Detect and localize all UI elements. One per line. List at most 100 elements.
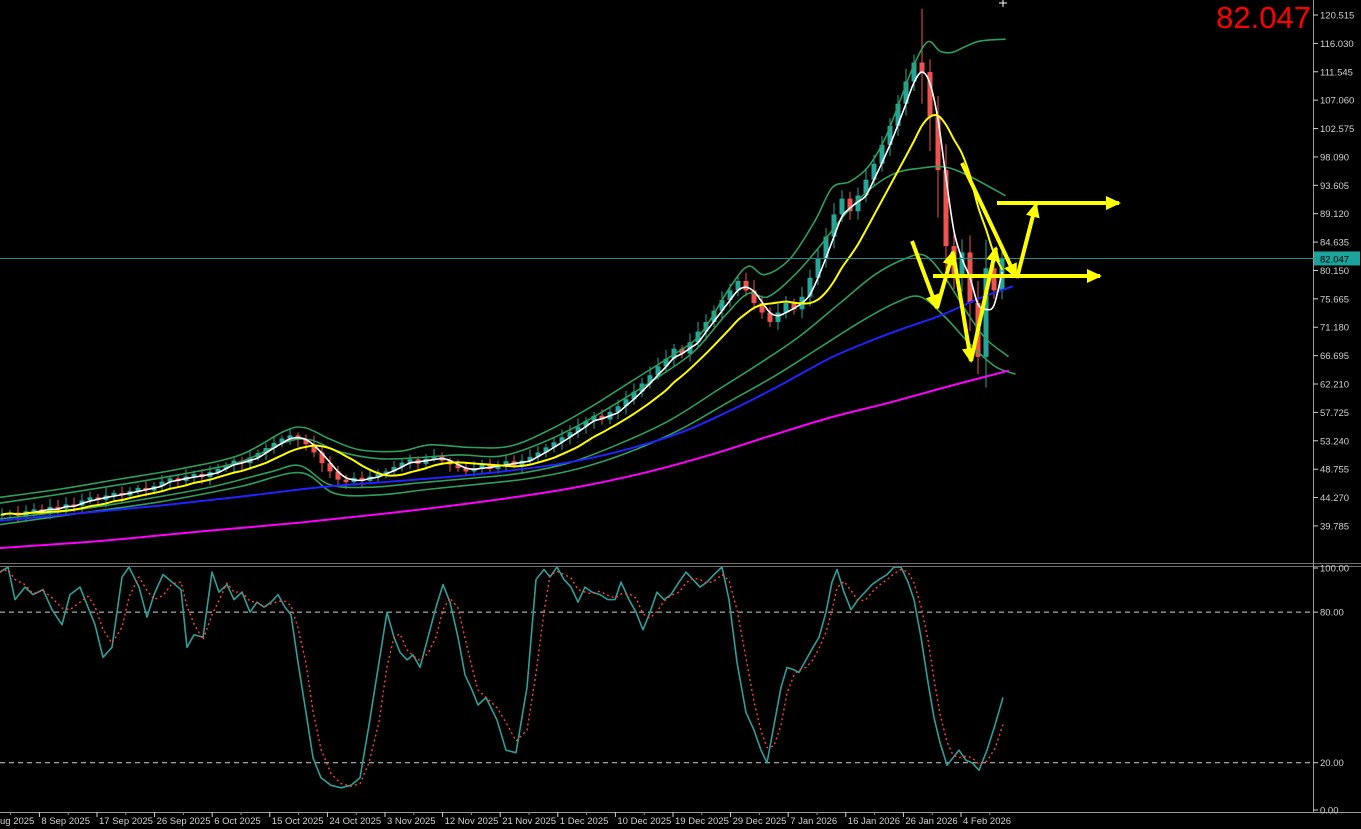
- candle[interactable]: [167, 478, 173, 482]
- candle[interactable]: [55, 506, 61, 509]
- candle[interactable]: [887, 125, 893, 145]
- candle[interactable]: [743, 280, 749, 291]
- candle[interactable]: [775, 312, 781, 323]
- price-axis[interactable]: 120.515 116.030 111.545 107.060 102.575 98.09…: [1313, 11, 1360, 817]
- candle[interactable]: [615, 406, 621, 412]
- candle[interactable]: [135, 487, 141, 492]
- candle[interactable]: [783, 303, 789, 313]
- candle[interactable]: [311, 444, 317, 453]
- candle[interactable]: [735, 280, 741, 291]
- candle[interactable]: [591, 415, 597, 421]
- price-axis-label: 98.090: [1320, 152, 1349, 163]
- trend-arrow[interactable]: [960, 162, 1018, 279]
- candle[interactable]: [535, 452, 541, 457]
- candle[interactable]: [31, 509, 37, 512]
- time-axis-label: 6 Oct 2025: [214, 816, 260, 827]
- candle[interactable]: [271, 442, 277, 448]
- candle[interactable]: [759, 303, 765, 313]
- price-axis-label: 39.785: [1320, 521, 1349, 532]
- candle[interactable]: [903, 81, 909, 104]
- candle[interactable]: [223, 465, 229, 469]
- candle[interactable]: [959, 252, 965, 278]
- time-axis-label: 15 Oct 2025: [272, 816, 324, 827]
- candle[interactable]: [879, 144, 885, 164]
- candle[interactable]: [567, 432, 573, 438]
- candle[interactable]: [399, 462, 405, 467]
- candle[interactable]: [575, 426, 581, 433]
- candle[interactable]: [287, 435, 293, 439]
- candle[interactable]: [87, 497, 93, 501]
- candle[interactable]: [623, 399, 629, 407]
- time-axis[interactable]: ug 2025 8 Sep 2025 17 Sep 2025 26 Sep 2025 6…: [0, 812, 1011, 827]
- candle[interactable]: [455, 464, 461, 469]
- candle[interactable]: [807, 277, 813, 297]
- candle[interactable]: [727, 290, 733, 300]
- candle[interactable]: [375, 473, 381, 477]
- candle[interactable]: [631, 391, 637, 400]
- candle[interactable]: [391, 466, 397, 472]
- candle[interactable]: [527, 456, 533, 461]
- candle[interactable]: [871, 163, 877, 180]
- candle[interactable]: [847, 198, 853, 212]
- candle[interactable]: [863, 179, 869, 196]
- candle[interactable]: [583, 420, 589, 427]
- candle[interactable]: [711, 310, 717, 323]
- annotation-arrows[interactable]: [910, 0, 1121, 363]
- candle[interactable]: [839, 198, 845, 215]
- candle[interactable]: [319, 452, 325, 464]
- candle[interactable]: [551, 442, 557, 448]
- candle[interactable]: [543, 447, 549, 453]
- candle[interactable]: [327, 463, 333, 472]
- candle[interactable]: [599, 415, 605, 420]
- candle[interactable]: [303, 439, 309, 445]
- trend-arrow[interactable]: [951, 251, 976, 363]
- candle[interactable]: [895, 103, 901, 126]
- trend-arrow[interactable]: [935, 250, 957, 309]
- price-axis-label: 84.635: [1320, 238, 1349, 249]
- candle[interactable]: [815, 258, 821, 278]
- candle[interactable]: [159, 481, 165, 486]
- candle[interactable]: [767, 312, 773, 323]
- candle[interactable]: [279, 438, 285, 443]
- time-axis-label: 7 Jan 2026: [790, 816, 837, 827]
- candle[interactable]: [431, 456, 437, 459]
- candle[interactable]: [991, 268, 997, 291]
- candle[interactable]: [407, 459, 413, 463]
- candle[interactable]: [919, 62, 925, 73]
- candle[interactable]: [111, 492, 117, 496]
- candle[interactable]: [927, 72, 933, 117]
- band-lower-outer: [0, 295, 1016, 526]
- candle[interactable]: [655, 366, 661, 376]
- candle[interactable]: [719, 299, 725, 311]
- candle[interactable]: [911, 62, 917, 82]
- candle[interactable]: [647, 375, 653, 384]
- candle[interactable]: [663, 358, 669, 367]
- candle[interactable]: [191, 473, 197, 477]
- candle[interactable]: [559, 437, 565, 443]
- candle[interactable]: [335, 471, 341, 480]
- candle[interactable]: [983, 268, 989, 357]
- trend-arrow[interactable]: [910, 240, 940, 310]
- candle[interactable]: [679, 348, 685, 354]
- candle[interactable]: [935, 116, 941, 171]
- candle[interactable]: [463, 468, 469, 472]
- candle[interactable]: [343, 479, 349, 483]
- candle[interactable]: [751, 290, 757, 304]
- time-axis-label: 10 Dec 2025: [617, 816, 671, 827]
- candle[interactable]: [503, 461, 509, 465]
- candlestick-layer[interactable]: [0, 8, 1005, 523]
- candle[interactable]: [791, 303, 797, 310]
- trend-arrow[interactable]: [1015, 202, 1040, 279]
- candle[interactable]: [383, 471, 389, 474]
- candle[interactable]: [71, 504, 77, 506]
- candle[interactable]: [855, 195, 861, 212]
- oscillator-panel[interactable]: [0, 566, 1313, 789]
- trend-arrow[interactable]: [969, 246, 1001, 362]
- candle[interactable]: [215, 468, 221, 473]
- candle[interactable]: [359, 477, 365, 481]
- candle[interactable]: [943, 170, 949, 247]
- candle[interactable]: [831, 214, 837, 237]
- candle[interactable]: [823, 236, 829, 259]
- candle[interactable]: [479, 465, 485, 469]
